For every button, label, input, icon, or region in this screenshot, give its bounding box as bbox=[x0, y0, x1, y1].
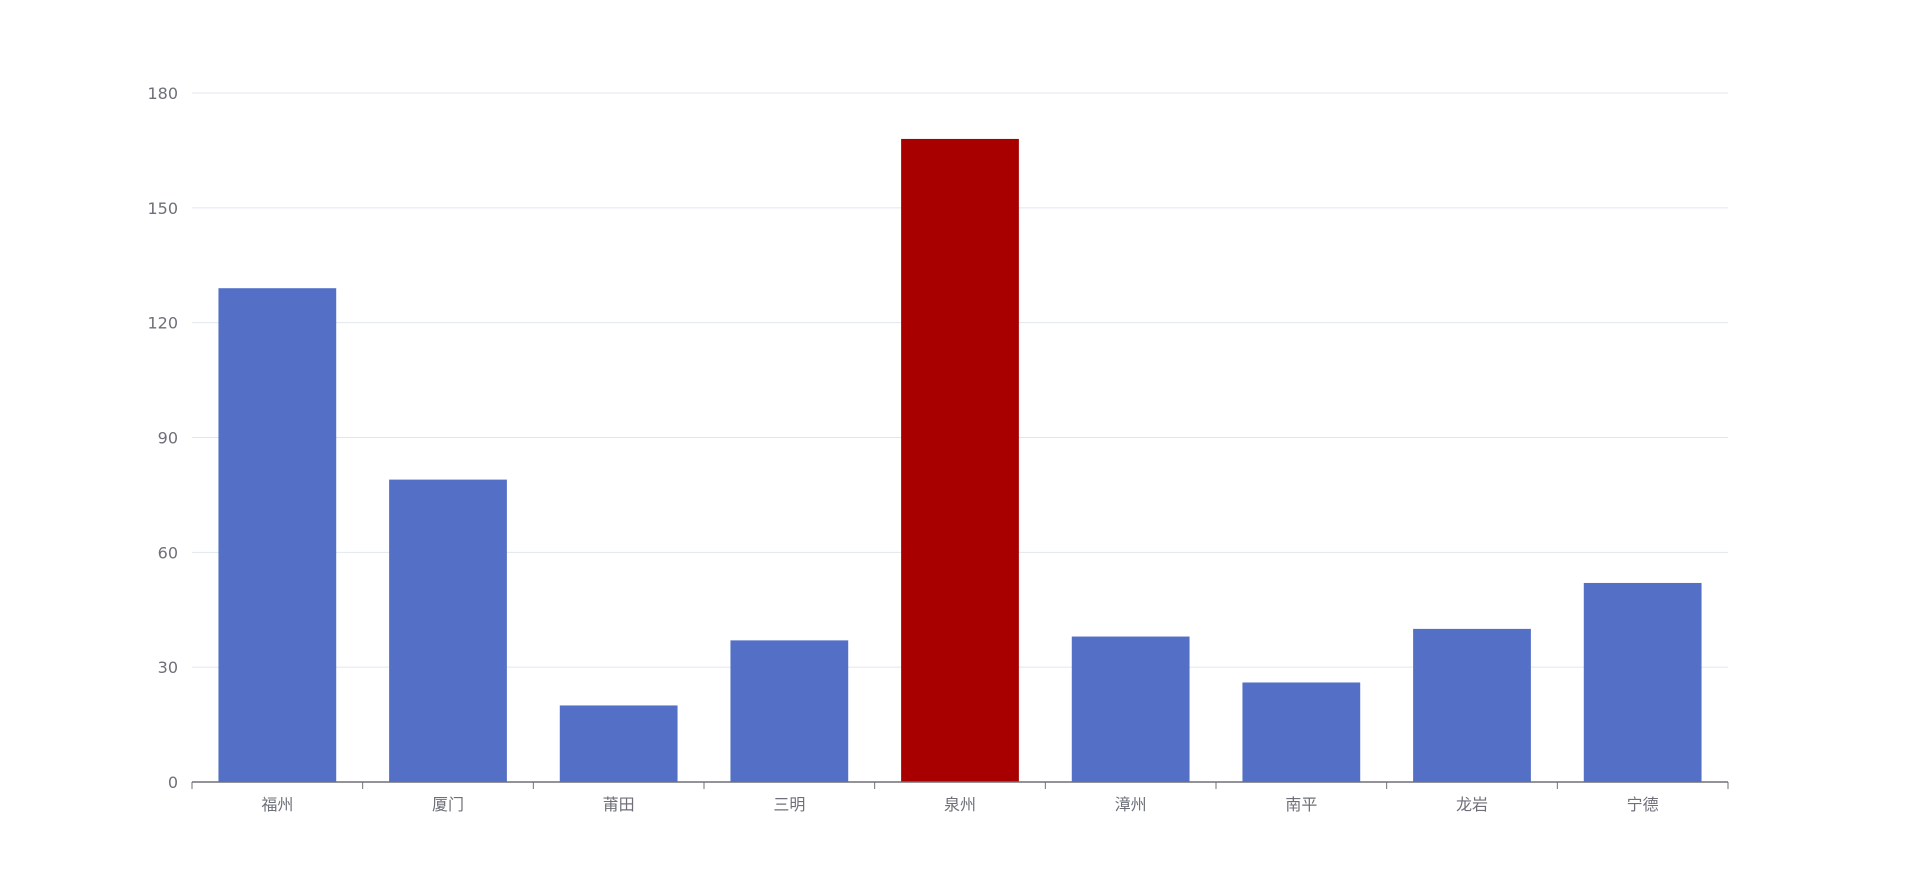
y-tick-label: 0 bbox=[168, 773, 178, 792]
bar-三明 bbox=[730, 640, 849, 782]
bar-漳州 bbox=[1071, 636, 1190, 782]
x-tick-label: 龙岩 bbox=[1456, 795, 1488, 814]
x-tick-label: 三明 bbox=[773, 795, 805, 814]
x-tick-label: 福州 bbox=[261, 795, 293, 814]
x-tick-label: 厦门 bbox=[432, 795, 464, 814]
y-tick-label: 90 bbox=[158, 429, 178, 448]
y-tick-label: 120 bbox=[147, 314, 178, 333]
x-tick-label: 南平 bbox=[1285, 795, 1317, 814]
x-tick-label: 泉州 bbox=[944, 795, 976, 814]
bar-南平 bbox=[1242, 682, 1361, 782]
bar-厦门 bbox=[389, 479, 507, 782]
y-tick-label: 150 bbox=[147, 199, 178, 218]
bar-福州 bbox=[218, 288, 337, 782]
bar-莆田 bbox=[559, 705, 678, 782]
y-tick-label: 60 bbox=[158, 543, 178, 562]
y-tick-label: 180 bbox=[147, 84, 178, 103]
x-tick-label: 莆田 bbox=[603, 795, 635, 814]
bar-龙岩 bbox=[1413, 628, 1531, 782]
x-tick-label: 宁德 bbox=[1627, 795, 1659, 814]
bar-泉州 bbox=[901, 138, 1019, 782]
y-tick-label: 30 bbox=[158, 658, 178, 677]
x-tick-label: 漳州 bbox=[1115, 795, 1147, 814]
bar-宁德 bbox=[1583, 582, 1702, 782]
